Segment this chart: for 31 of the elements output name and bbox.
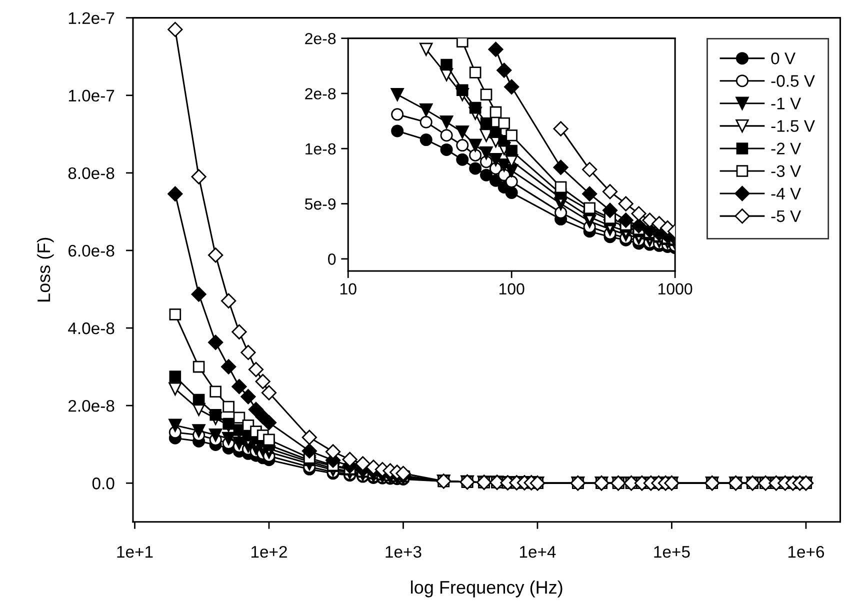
y-tick-label: 8.0e-8 — [68, 167, 114, 180]
legend-label: -5 V — [771, 210, 802, 222]
legend-label: 0 V — [771, 52, 796, 64]
y-tick-label: 5e-9 — [304, 198, 336, 210]
legend-label: -2 V — [771, 142, 802, 154]
legend-label: -1.5 V — [771, 120, 815, 132]
y-tick-label: 4.0e-8 — [68, 322, 114, 334]
y-tick-label: 0.0 — [92, 478, 114, 490]
legend-label: -4 V — [771, 188, 802, 200]
x-tick-label: 100 — [499, 283, 524, 295]
y-tick-label: 2e-8 — [305, 32, 336, 44]
legend-label: -1 V — [771, 98, 802, 110]
x-tick-label: 1e+1 — [117, 546, 153, 558]
x-tick-label: 10 — [340, 283, 356, 295]
y-tick-label: 0 — [328, 254, 336, 265]
x-axis-title: log Frequency (Hz) — [411, 580, 562, 598]
y-tick-label: 2.0e-8 — [68, 400, 114, 412]
y-axis-title: Loss (F) — [36, 238, 54, 302]
y-tick-label: 1e-8 — [306, 143, 336, 155]
x-tick-label: 1000 — [658, 283, 692, 295]
y-tick-label: 2e-8 — [305, 88, 336, 100]
x-tick-label: 1e+5 — [654, 546, 690, 558]
legend-label: -3 V — [771, 165, 802, 177]
x-tick-label: 1e+4 — [520, 546, 556, 558]
y-tick-label: 6.0e-8 — [68, 244, 114, 257]
x-tick-label: 1e+6 — [788, 546, 824, 558]
legend-label: -0.5 V — [771, 75, 815, 87]
x-tick-label: 1e+2 — [251, 546, 287, 558]
x-tick-label: 1e+3 — [386, 546, 422, 558]
y-tick-label: 1.2e-7 — [68, 12, 114, 24]
y-tick-label: 1.0e-7 — [68, 90, 114, 102]
